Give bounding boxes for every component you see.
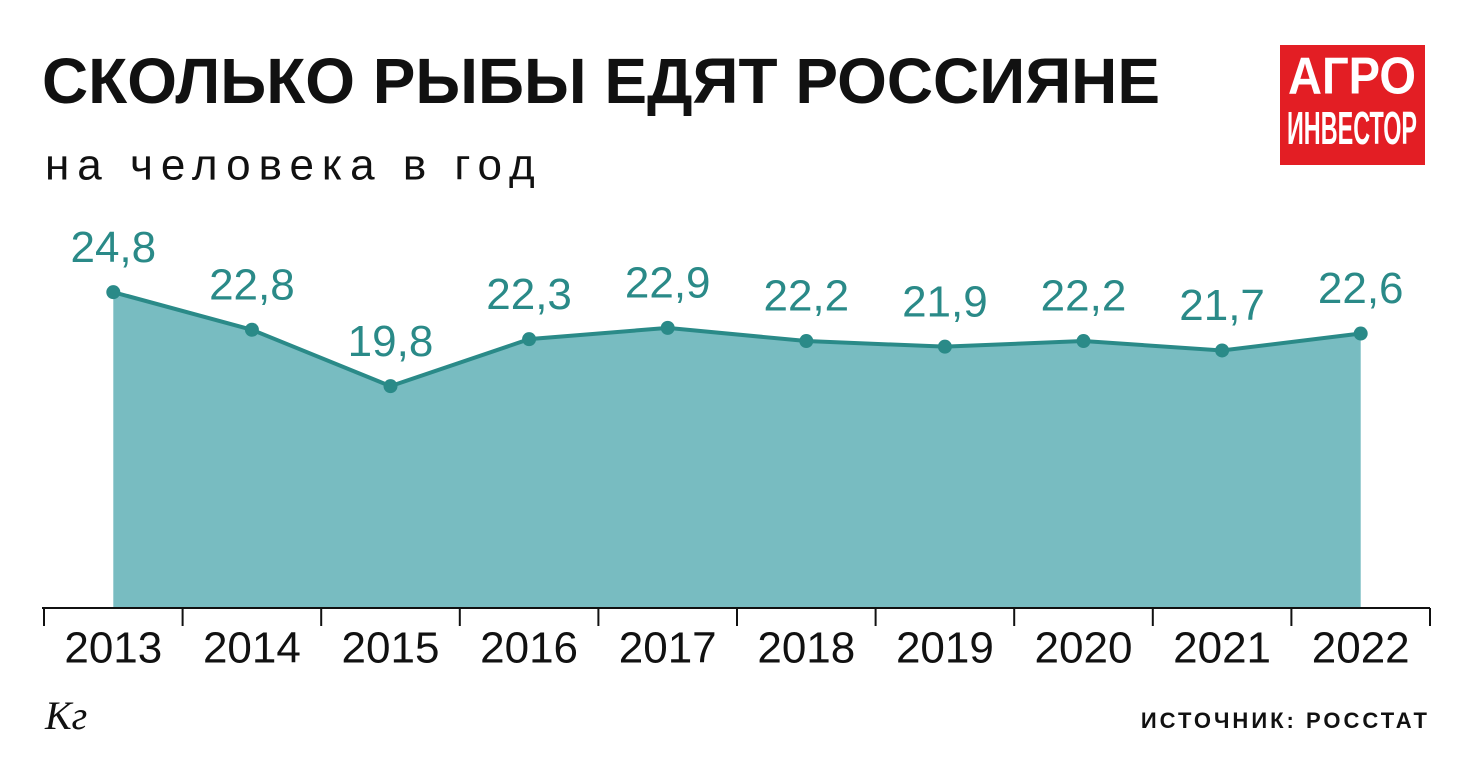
point — [1215, 343, 1230, 358]
x-tick-label: 2020 — [1035, 624, 1133, 673]
point — [244, 322, 259, 337]
chart-subtitle: на человека в год — [45, 141, 543, 190]
data-label: 24,8 — [70, 223, 156, 272]
data-label: 22,9 — [625, 259, 711, 308]
x-tick-label: 2016 — [480, 624, 578, 673]
x-tick-label: 2013 — [64, 624, 162, 673]
data-label: 19,8 — [348, 317, 434, 366]
point — [522, 332, 537, 347]
data-label: 22,2 — [763, 272, 849, 321]
logo-text: АГРО — [1288, 48, 1416, 106]
point — [1353, 326, 1368, 341]
data-label: 22,6 — [1318, 264, 1404, 313]
unit-label: Кг — [44, 693, 87, 738]
chart-title: СКОЛЬКО РЫБЫ ЕДЯТ РОССИЯНЕ — [42, 45, 1160, 117]
data-label: 22,3 — [486, 270, 572, 319]
point — [799, 334, 814, 349]
source: ИСТОЧНИК: РОССТАТ — [1141, 708, 1430, 733]
point — [1076, 334, 1091, 349]
x-tick-label: 2022 — [1312, 624, 1410, 673]
x-tick-label: 2014 — [203, 624, 301, 673]
line — [112, 290, 1361, 389]
data-label: 22,2 — [1041, 272, 1127, 321]
point — [937, 339, 952, 354]
x-tick-label: 2018 — [757, 624, 855, 673]
x-tick-label: 2017 — [619, 624, 717, 673]
data-label: 21,7 — [1179, 281, 1265, 330]
x-tick-label: 2019 — [896, 624, 994, 673]
data-label: 21,9 — [902, 277, 988, 326]
x-tick-label: 2015 — [342, 624, 440, 673]
point — [660, 320, 675, 335]
x-tick-label: 2021 — [1173, 624, 1271, 673]
area-fill — [113, 292, 1361, 608]
data-label: 22,8 — [209, 260, 295, 309]
point — [383, 379, 398, 394]
logo-text: ИНВЕСТОР — [1287, 102, 1417, 154]
logo-box — [1280, 45, 1425, 165]
point — [106, 285, 121, 300]
